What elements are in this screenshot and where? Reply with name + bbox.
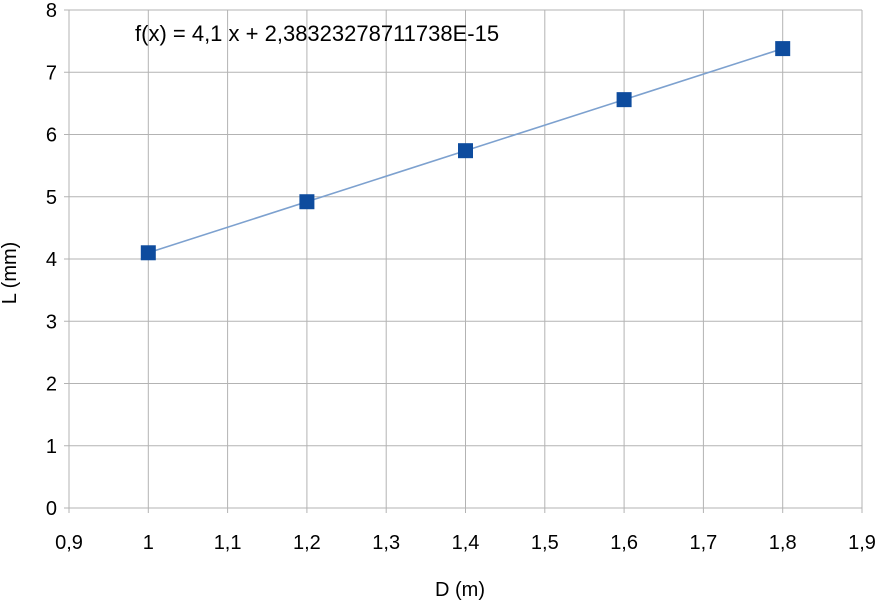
data-point [299, 194, 315, 210]
x-tick-label: 0,9 [55, 532, 83, 554]
chart-grid [64, 9, 863, 513]
x-tick-labels: 0,9 1 1,1 1,2 1,3 1,4 1,5 1,6 1,7 1,8 1,9 [55, 532, 876, 554]
y-tick-label: 0 [46, 498, 57, 520]
y-tick-label: 5 [46, 187, 57, 209]
y-tick-label: 1 [46, 436, 57, 458]
x-tick-label: 1,6 [610, 532, 638, 554]
y-tick-label: 3 [46, 311, 57, 333]
data-point [616, 92, 632, 108]
y-tick-label: 7 [46, 62, 57, 84]
x-axis-title: D (m) [435, 579, 485, 601]
y-axis-title: L (mm) [0, 242, 21, 305]
y-tick-label: 4 [46, 249, 57, 271]
x-tick-label: 1,1 [214, 532, 242, 554]
y-tick-label: 6 [46, 125, 57, 147]
x-tick-label: 1,3 [372, 532, 400, 554]
x-tick-label: 1,5 [531, 532, 559, 554]
x-tick-label: 1,4 [452, 532, 480, 554]
x-tick-label: 1,2 [293, 532, 321, 554]
y-tick-label: 2 [46, 374, 57, 396]
data-point [775, 41, 791, 57]
y-tick-label: 8 [46, 0, 57, 22]
x-tick-label: 1 [143, 532, 154, 554]
y-tick-labels: 0 1 2 3 4 5 6 7 8 [46, 0, 57, 520]
data-point [140, 245, 156, 261]
x-tick-label: 1,9 [848, 532, 876, 554]
data-points [140, 41, 791, 261]
data-point [458, 143, 473, 159]
x-tick-label: 1,7 [689, 532, 717, 554]
trendline-equation: f(x) = 4,1 x + 2,38323278711738E-15 [135, 21, 499, 46]
x-tick-label: 1,8 [769, 532, 797, 554]
